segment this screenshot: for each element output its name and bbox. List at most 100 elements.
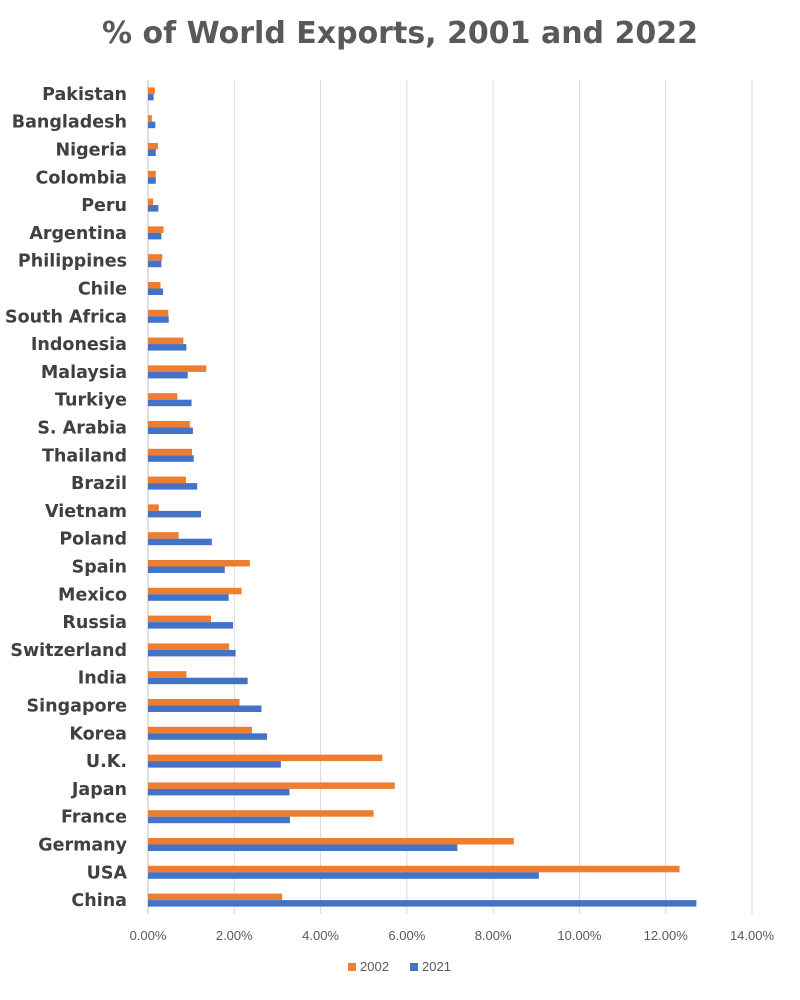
x-tick-label: 0.00% [130,928,167,943]
bar-2002 [148,198,154,206]
bar-2021 [148,761,281,768]
legend-label: 2002 [360,959,389,974]
category-label: U.K. [86,752,127,772]
category-label: Germany [38,836,127,856]
category-label: Poland [59,530,127,550]
bar-2021 [148,427,193,434]
bar-2021 [148,594,229,601]
category-label: Vietnam [45,502,127,522]
bar-2002 [148,421,190,428]
bar-2021 [148,483,198,490]
bar-2002 [148,726,252,734]
bar-2002 [148,865,680,873]
bar-2021 [148,455,194,462]
category-label: Spain [72,558,127,578]
bar-2021 [148,260,162,268]
category-label: Colombia [36,168,127,188]
bar-2021 [148,872,539,879]
x-tick-label: 4.00% [302,928,339,943]
bar-2002 [148,838,514,845]
category-label: Malaysia [41,363,127,383]
category-label: Indonesia [31,335,127,355]
bar-2021 [148,510,202,518]
category-label: Philippines [18,252,127,272]
category-label: Bangladesh [12,113,127,133]
gridlines [147,80,753,914]
bar-2021 [148,566,225,573]
legend: 2002 2021 [348,959,451,974]
legend-swatch [348,963,356,971]
bar-2002 [148,671,187,678]
bar-2002 [148,254,163,261]
bar-2021 [148,816,290,824]
bar-2021 [148,149,156,156]
bar-2002 [148,393,178,400]
category-label: Chile [78,280,127,300]
bar-2002 [148,532,179,539]
bar-2002 [148,810,374,817]
bar-2021 [148,232,162,240]
bar-2021 [148,177,156,184]
bar-2002 [148,87,155,94]
category-label: USA [87,863,128,883]
category-label: Nigeria [56,141,127,161]
category-label: India [78,669,127,689]
bar-2002 [148,504,159,511]
x-tick-labels: 0.00% 2.00% 4.00% 6.00% 8.00% 10.00% 12.00% 14.… [130,928,775,943]
x-tick-label: 10.00% [557,928,602,943]
bar-2002 [148,115,152,122]
bar-2021 [148,900,697,907]
x-tick-label: 2.00% [216,928,253,943]
legend-swatch [410,963,418,971]
category-label: France [61,808,127,828]
bar-2021 [148,288,164,295]
bar-2002 [148,170,156,178]
bar-2021 [148,788,290,796]
bars [148,87,697,907]
bar-2002 [148,226,164,233]
category-label: Argentina [29,224,127,244]
bar-2021 [148,649,236,657]
category-label: S. Arabia [37,419,127,439]
category-label: Thailand [42,446,127,466]
bar-2002 [148,643,230,650]
bar-2002 [148,365,207,372]
category-labels: Pakistan Bangladesh Nigeria Colombia Peru Arg… [5,85,128,911]
x-tick-label: 12.00% [644,928,689,943]
bar-2021 [148,622,233,629]
x-tick-label: 6.00% [388,928,425,943]
bar-2021 [148,93,154,101]
bar-2002 [148,476,186,484]
bar-2021 [148,205,159,212]
legend-label: 2021 [422,959,451,974]
category-label: Singapore [27,697,128,717]
bar-2021 [148,733,268,740]
category-label: Turkiye [55,391,127,411]
category-label: Peru [81,196,127,216]
bar-2002 [148,615,211,623]
bar-2002 [148,560,250,567]
bar-2002 [148,282,161,289]
bar-2021 [148,399,192,407]
x-tick-label: 8.00% [475,928,512,943]
x-tick-label: 14.00% [730,928,775,943]
bar-2021 [148,121,156,129]
bar-2002 [148,143,158,150]
bar-2002 [148,448,193,456]
bar-2021 [148,371,188,379]
bar-2002 [148,699,240,706]
bar-2021 [148,316,169,323]
bar-2021 [148,677,248,685]
bar-2002 [148,309,169,317]
bar-2002 [148,782,395,789]
bar-2002 [148,754,383,762]
category-label: Switzerland [10,641,127,661]
category-label: China [71,891,127,911]
bar-2002 [148,337,184,345]
category-label: Pakistan [42,85,127,105]
category-label: Korea [69,724,127,744]
bar-2002 [148,587,242,595]
category-label: South Africa [5,307,127,327]
bar-2021 [148,705,262,712]
